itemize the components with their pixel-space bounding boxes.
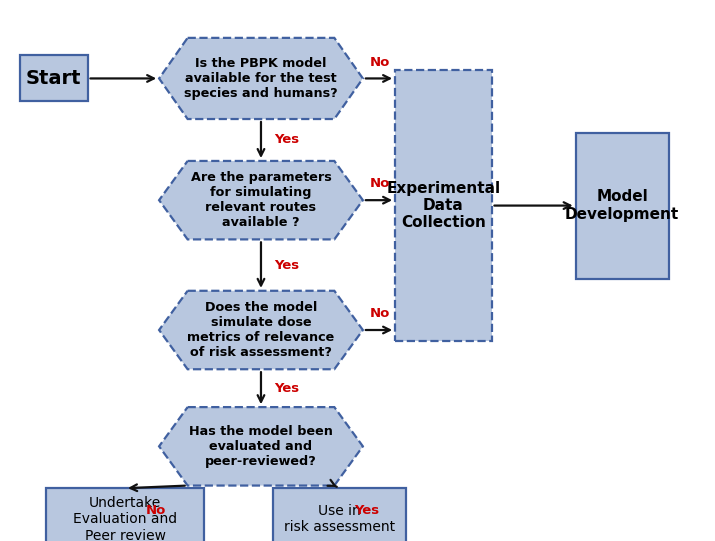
Text: Model
Development: Model Development xyxy=(565,189,679,222)
Polygon shape xyxy=(159,38,363,119)
Text: Start: Start xyxy=(26,69,82,88)
Text: Yes: Yes xyxy=(274,381,299,395)
FancyBboxPatch shape xyxy=(46,488,204,541)
Text: Undertake
Evaluation and
Peer review: Undertake Evaluation and Peer review xyxy=(73,496,177,541)
FancyBboxPatch shape xyxy=(576,133,669,279)
FancyBboxPatch shape xyxy=(19,56,87,102)
FancyBboxPatch shape xyxy=(273,488,405,541)
Text: No: No xyxy=(145,504,166,518)
FancyBboxPatch shape xyxy=(395,70,492,341)
Text: No: No xyxy=(370,56,390,69)
Text: Experimental
Data
Collection: Experimental Data Collection xyxy=(386,181,500,230)
Polygon shape xyxy=(159,407,363,486)
Text: Has the model been
evaluated and
peer-reviewed?: Has the model been evaluated and peer-re… xyxy=(189,425,333,468)
Text: Yes: Yes xyxy=(274,259,299,272)
Text: Does the model
simulate dose
metrics of relevance
of risk assessment?: Does the model simulate dose metrics of … xyxy=(187,301,335,359)
Text: Yes: Yes xyxy=(274,134,299,147)
Polygon shape xyxy=(159,291,363,369)
Text: No: No xyxy=(370,307,390,320)
Text: Use in
risk assessment: Use in risk assessment xyxy=(284,504,395,535)
Polygon shape xyxy=(159,161,363,239)
Text: No: No xyxy=(370,177,390,190)
Text: Yes: Yes xyxy=(354,504,379,518)
Text: Are the parameters
for simulating
relevant routes
available ?: Are the parameters for simulating releva… xyxy=(191,171,331,229)
Text: Is the PBPK model
available for the test
species and humans?: Is the PBPK model available for the test… xyxy=(184,57,337,100)
